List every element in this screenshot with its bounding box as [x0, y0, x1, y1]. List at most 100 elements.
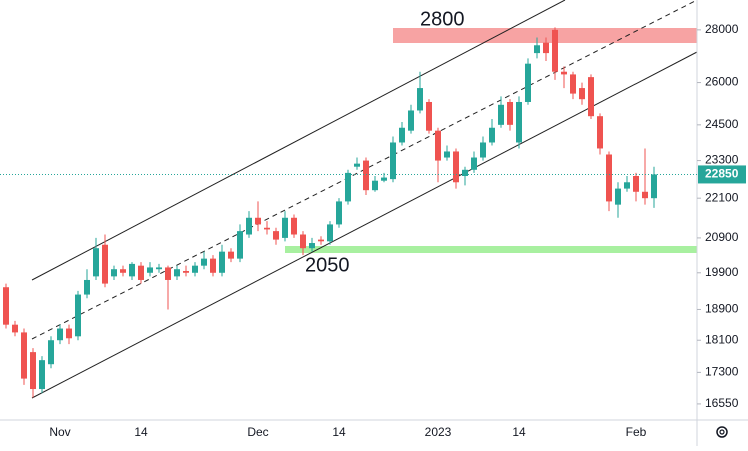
candle-body — [300, 234, 306, 249]
candle-body — [444, 151, 450, 158]
candle-body — [210, 258, 216, 273]
x-tick-label: 14 — [512, 425, 526, 439]
candle-body — [273, 231, 279, 240]
candle-body — [498, 104, 504, 125]
candle-body — [48, 340, 54, 365]
candle-body — [381, 177, 387, 181]
plot — [3, 27, 657, 398]
candle-body — [174, 269, 180, 277]
candle-body — [453, 151, 459, 183]
candle-body — [354, 163, 360, 167]
y-tick-label: 19900 — [705, 265, 739, 279]
candle-body — [606, 154, 612, 202]
candle-body — [147, 267, 153, 273]
candle-body — [75, 294, 81, 337]
candle-body — [372, 180, 378, 191]
candle-body — [93, 248, 99, 277]
y-tick-label: 18900 — [705, 302, 739, 316]
candle-body — [633, 176, 639, 192]
candle-body — [111, 269, 117, 277]
annotation-label: 2050 — [305, 254, 350, 276]
y-tick-label: 18100 — [705, 332, 739, 346]
candle-body — [3, 287, 9, 325]
candle-body — [327, 224, 333, 242]
candle-body — [336, 201, 342, 225]
annotation-label: 2800 — [420, 8, 465, 30]
candle-body — [291, 217, 297, 235]
candle-body — [30, 352, 36, 390]
x-tick-label: Nov — [49, 425, 70, 439]
channel-lower — [31, 51, 698, 399]
candle-body — [309, 243, 315, 249]
y-tick-label: 16550 — [705, 396, 739, 410]
candle-body — [39, 360, 45, 390]
candle-body — [102, 244, 108, 284]
candle-body — [489, 127, 495, 143]
y-tick-label: 23300 — [705, 153, 739, 167]
candle-body — [435, 130, 441, 161]
candle-body — [390, 142, 396, 180]
candle-body — [165, 267, 171, 280]
candle-body — [228, 251, 234, 259]
candle-body — [507, 101, 513, 125]
candle-body — [84, 279, 90, 295]
candle-body — [120, 269, 126, 273]
y-tick-label: 17300 — [705, 365, 739, 379]
support-zone — [285, 246, 697, 253]
candle-body — [480, 142, 486, 158]
x-tick-label: Feb — [626, 425, 647, 439]
candle-body — [66, 328, 72, 339]
candle-body — [21, 332, 27, 379]
candle-body — [318, 239, 324, 242]
candle-body — [615, 188, 621, 205]
candle-body — [588, 77, 594, 117]
candle-body — [642, 191, 648, 199]
candle-body — [219, 251, 225, 273]
candle-body — [237, 231, 243, 259]
candle-body — [201, 258, 207, 266]
x-tick-label: 14 — [332, 425, 346, 439]
candle-body — [399, 127, 405, 143]
candle-body — [138, 265, 144, 280]
candle-body — [282, 217, 288, 238]
candle-body — [183, 270, 189, 273]
candle-body — [525, 63, 531, 102]
candle-body — [129, 263, 135, 277]
candle-body — [552, 29, 558, 72]
candle-body — [12, 324, 18, 333]
candle-body — [462, 169, 468, 177]
y-tick-label: 22100 — [705, 190, 739, 204]
candle-body — [516, 101, 522, 143]
y-tick-label: 28000 — [705, 22, 739, 36]
candle-body — [561, 71, 567, 75]
candle-body — [408, 110, 414, 131]
candle-body — [579, 88, 585, 100]
y-tick-label: 26000 — [705, 75, 739, 89]
candle-body — [345, 172, 351, 202]
channel-upper — [31, 0, 566, 281]
candle-body — [192, 265, 198, 273]
settings-icon[interactable] — [716, 426, 728, 438]
candle-body — [246, 217, 252, 235]
x-tick-label: Dec — [247, 425, 268, 439]
candle-body — [57, 328, 63, 341]
last-price-label: 22850 — [705, 167, 739, 181]
y-tick-label: 20900 — [705, 230, 739, 244]
candle-body — [651, 174, 657, 199]
settings-icon-ring[interactable] — [716, 426, 728, 438]
candle-body — [417, 88, 423, 111]
settings-icon-core[interactable] — [719, 429, 725, 435]
candle-body — [363, 160, 369, 191]
candle-body — [471, 157, 477, 170]
candle-body — [624, 182, 630, 189]
candle-body — [264, 227, 270, 230]
candle-body — [543, 42, 549, 54]
x-tick-label: 14 — [134, 425, 148, 439]
candle-body — [534, 45, 540, 54]
candle-body — [597, 116, 603, 149]
candle-body — [156, 267, 162, 270]
x-tick-label: 2023 — [425, 425, 452, 439]
candle-body — [570, 74, 576, 94]
